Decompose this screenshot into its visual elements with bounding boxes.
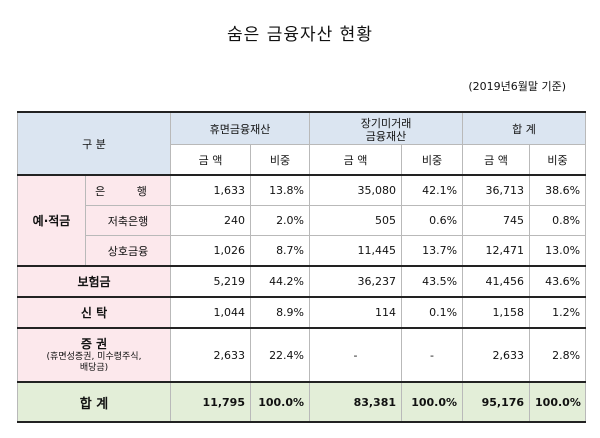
header-ratio: 비중 — [529, 144, 587, 176]
cell: 12,471 — [462, 235, 531, 267]
row-label-securities: 증 권 — [80, 336, 108, 351]
cell: 38.6% — [529, 174, 587, 206]
cell: 35,080 — [309, 174, 403, 206]
cell: 2,633 — [462, 327, 531, 383]
cell: 11,795 — [170, 381, 251, 423]
sub-label-savings-bank: 저축은행 — [85, 205, 171, 236]
cell: 83,381 — [309, 381, 403, 423]
sub-label-bank: 은 행 — [85, 174, 171, 206]
row-label-securities-cell: 증 권 (휴면성증권, 미수령주식, 배당금) — [17, 327, 171, 383]
header-row: 구 분 휴면금융재산 장기미거래 금융재산 합 계 — [17, 111, 587, 176]
table-row: 상호금융 1,026 8.7% 11,445 13.7% 12,471 13.0… — [18, 235, 587, 267]
cell: - — [401, 327, 464, 383]
cell: 5,219 — [170, 265, 251, 298]
cell: 745 — [462, 205, 531, 236]
cell: 13.8% — [249, 174, 311, 206]
cell: 0.6% — [401, 205, 464, 236]
cell: 114 — [309, 296, 403, 329]
cell: 0.1% — [401, 296, 464, 329]
cell: 36,713 — [462, 174, 531, 206]
basis-date: (2019년6월말 기준) — [468, 80, 566, 93]
header-classification: 구 분 — [17, 111, 171, 176]
cell: 41,456 — [462, 265, 531, 298]
cell: 100.0% — [401, 381, 464, 423]
cell: 95,176 — [462, 381, 531, 423]
cell: 0.8% — [529, 205, 587, 236]
header-ratio: 비중 — [401, 144, 464, 176]
cell: 1,158 — [462, 296, 531, 329]
header-group-total: 합 계 — [462, 111, 587, 145]
cell: 2.0% — [249, 205, 311, 236]
table-row: 저축은행 240 2.0% 505 0.6% 745 0.8% — [18, 205, 587, 236]
row-label-deposit: 예·적금 — [17, 174, 86, 267]
sub-label-mutual-finance: 상호금융 — [85, 235, 171, 267]
cell: 43.6% — [529, 265, 587, 298]
header-amount: 금 액 — [309, 144, 403, 176]
cell: 13.0% — [529, 235, 587, 267]
cell: 2,633 — [170, 327, 251, 383]
page-title: 숨은 금융자산 현황 — [227, 25, 373, 45]
header-ratio: 비중 — [249, 144, 311, 176]
table-row: 예·적금 은 행 1,633 13.8% 35,080 42.1% 36,713… — [17, 174, 587, 267]
header-amount: 금 액 — [462, 144, 531, 176]
cell: 11,445 — [309, 235, 403, 267]
header-group-long-term-label: 장기미거래 금융재산 — [360, 116, 412, 143]
assets-table: 구 분 휴면금융재산 장기미거래 금융재산 합 계 금 액 비중 금 액 비중 … — [17, 111, 587, 423]
table-row: 보험금 5,219 44.2% 36,237 43.5% 41,456 43.6… — [17, 265, 587, 298]
cell: 42.1% — [401, 174, 464, 206]
cell: 22.4% — [249, 327, 311, 383]
cell: 8.9% — [249, 296, 311, 329]
header-subrow: 금 액 비중 금 액 비중 금 액 비중 — [18, 144, 587, 176]
total-row: 합 계 11,795 100.0% 83,381 100.0% 95,176 1… — [17, 381, 587, 423]
cell: 1,026 — [170, 235, 251, 267]
header-group-long-term: 장기미거래 금융재산 — [309, 111, 464, 145]
row-label-trust: 신 탁 — [17, 296, 171, 329]
cell: 13.7% — [401, 235, 464, 267]
row-label-total: 합 계 — [17, 381, 171, 423]
header-amount: 금 액 — [170, 144, 251, 176]
header-group-dormant: 휴면금융재산 — [169, 111, 311, 145]
cell: - — [309, 327, 403, 383]
cell: 36,237 — [309, 265, 403, 298]
cell: 43.5% — [401, 265, 464, 298]
cell: 240 — [170, 205, 251, 236]
cell: 505 — [309, 205, 403, 236]
cell: 1.2% — [529, 296, 587, 329]
table-row: 증 권 (휴면성증권, 미수령주식, 배당금) 2,633 22.4% - - … — [17, 327, 587, 383]
cell: 1,044 — [170, 296, 251, 329]
row-note-securities: (휴면성증권, 미수령주식, 배당금) — [46, 351, 142, 373]
row-label-insurance: 보험금 — [17, 265, 171, 298]
cell: 100.0% — [249, 381, 311, 423]
cell: 8.7% — [249, 235, 311, 267]
cell: 2.8% — [529, 327, 587, 383]
cell: 1,633 — [170, 174, 251, 206]
table-row: 신 탁 1,044 8.9% 114 0.1% 1,158 1.2% — [17, 296, 587, 329]
cell: 100.0% — [529, 381, 587, 423]
cell: 44.2% — [249, 265, 311, 298]
